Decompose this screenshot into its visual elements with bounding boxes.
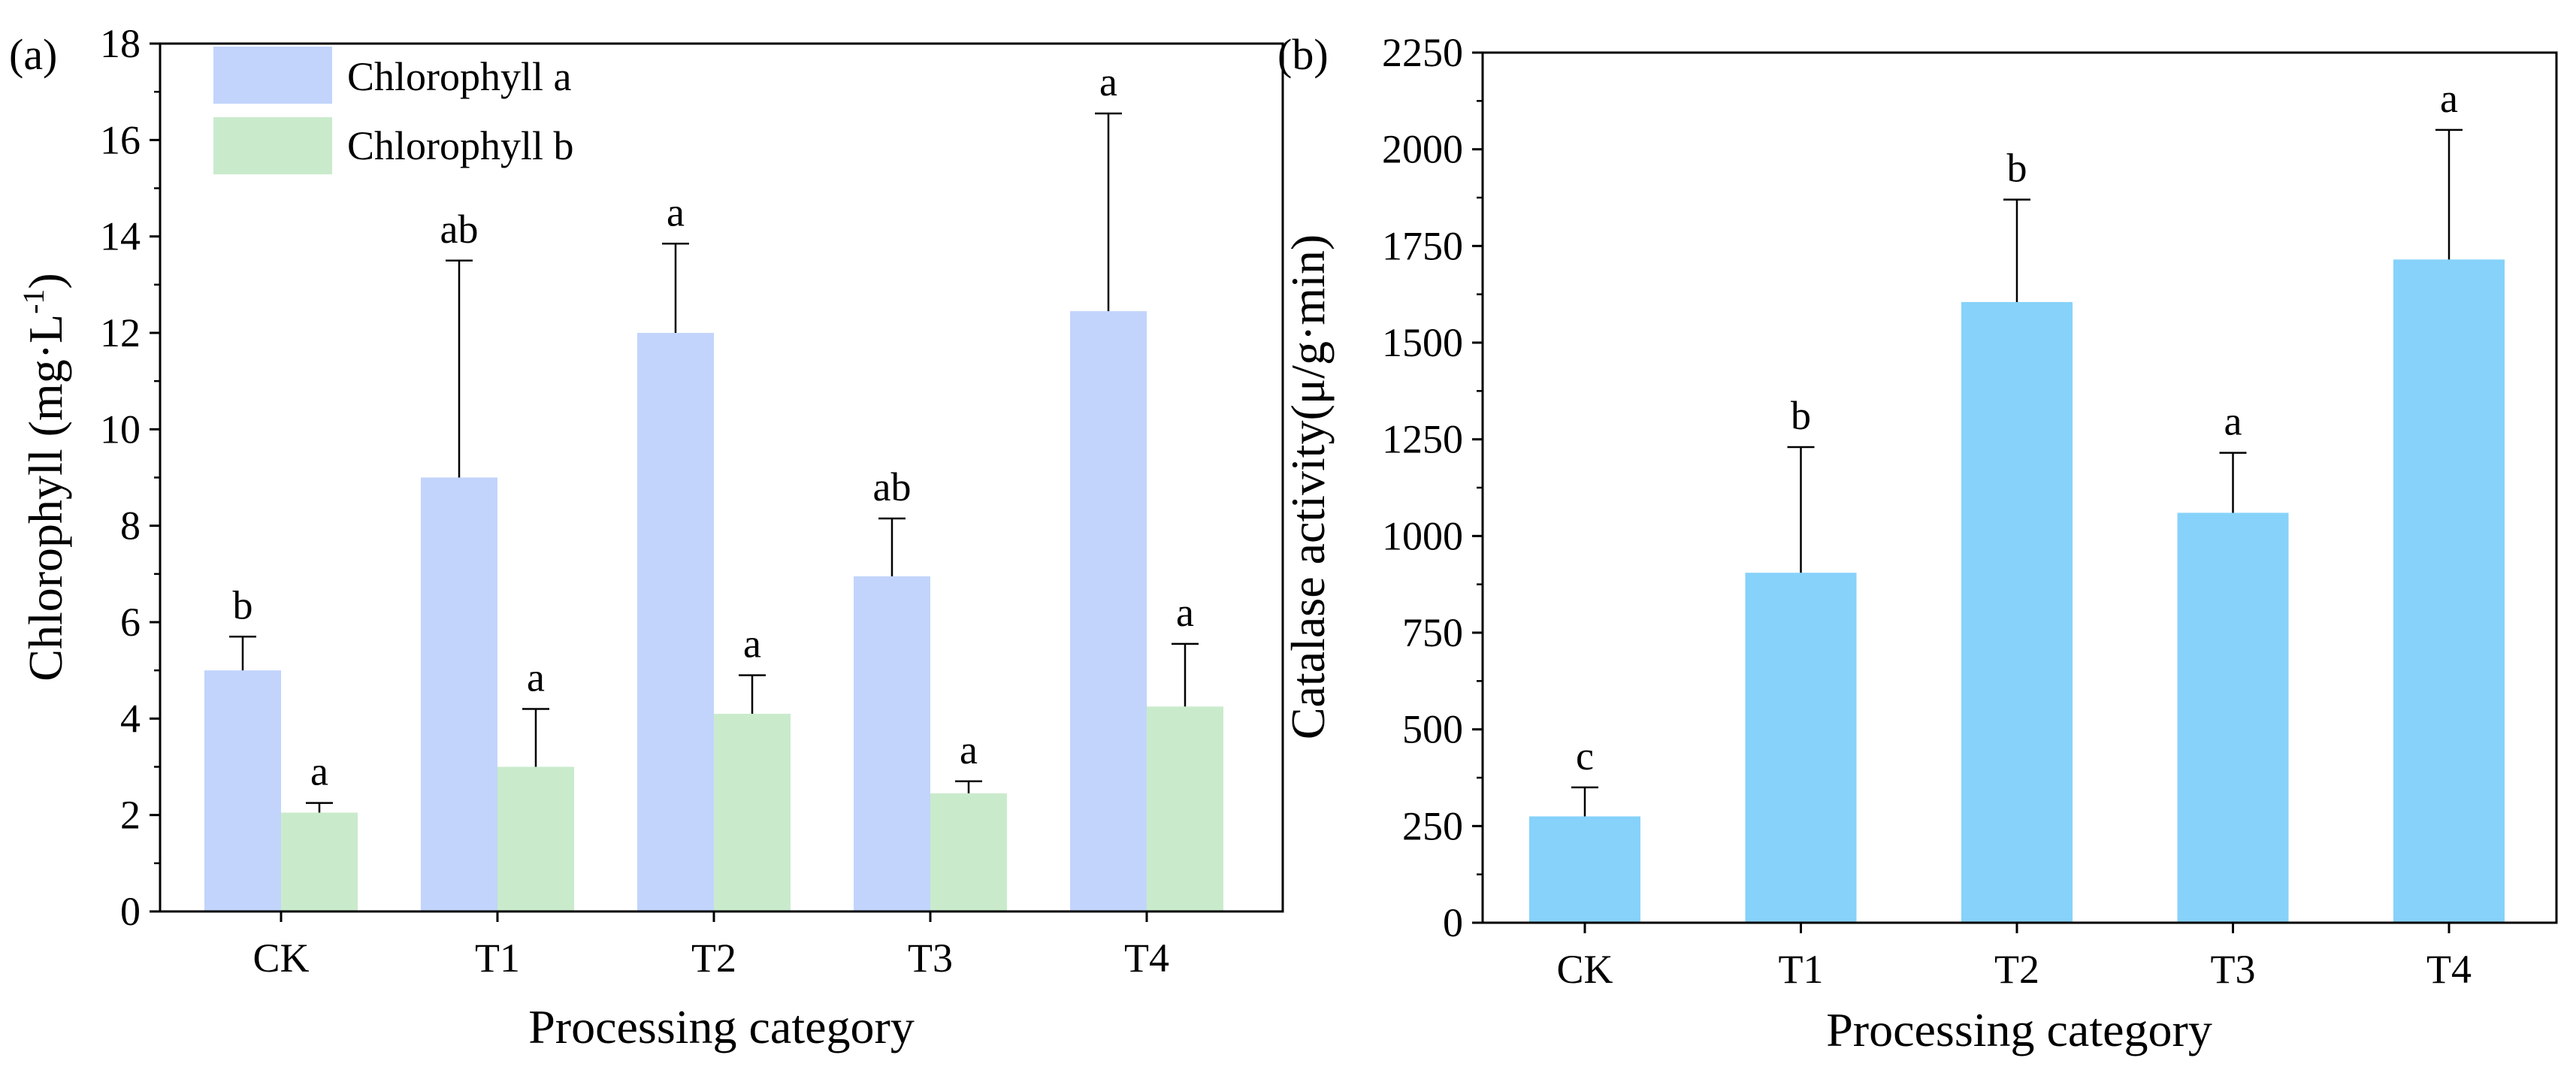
panel-a-legend: Chlorophyll a Chlorophyll b xyxy=(213,47,574,174)
a-x-tick-label-t1: T1 xyxy=(475,935,520,981)
b-x-tick-label-t3: T3 xyxy=(2211,947,2256,992)
panel-b-label: (b) xyxy=(1277,30,1329,79)
a-y-tick-label-6: 6 xyxy=(120,600,141,645)
a-significance-chlorophyll-a-t3: ab xyxy=(873,464,912,509)
a-bar-chlorophyll-a-t4 xyxy=(1070,311,1147,911)
b-x-tick-label-t2: T2 xyxy=(1994,947,2039,992)
b-x-tick-label-t1: T1 xyxy=(1779,947,1824,992)
a-significance-chlorophyll-b-t1: a xyxy=(527,655,545,700)
panel-a-y-title-superscript: -1 xyxy=(17,289,50,314)
a-y-tick-label-12: 12 xyxy=(100,310,141,355)
a-significance-chlorophyll-b-t2: a xyxy=(743,621,761,666)
panel-a-bars xyxy=(204,311,1223,911)
b-significance-catalase-activity-t2: b xyxy=(2007,146,2027,191)
b-bar-catalase-activity-ck xyxy=(1529,816,1640,923)
a-x-tick-label-t2: T2 xyxy=(691,935,736,981)
b-bar-catalase-activity-t4 xyxy=(2393,259,2505,923)
a-y-tick-label-16: 16 xyxy=(100,117,141,162)
legend-swatch-chlorophyll-b xyxy=(213,117,332,174)
a-bar-chlorophyll-b-ck xyxy=(281,812,358,911)
legend-label-chlorophyll-a: Chlorophyll a xyxy=(347,54,572,99)
a-y-tick-label-10: 10 xyxy=(100,407,141,452)
a-significance-chlorophyll-b-ck: a xyxy=(310,749,328,794)
a-bar-chlorophyll-b-t1 xyxy=(497,766,574,911)
b-y-tick-label-2000: 2000 xyxy=(1382,127,1463,172)
a-significance-chlorophyll-a-t2: a xyxy=(667,189,685,234)
panel-a-x-axis-title: Processing category xyxy=(528,1000,915,1053)
panel-a-y-title-close: ) xyxy=(19,273,72,289)
panel-a: (a) b a ab a a a ab a a a 0 2 4 6 8 10 12 14 16 18 CK T1 T2 T… xyxy=(9,21,1284,1053)
b-y-tick-label-1750: 1750 xyxy=(1382,223,1463,268)
a-bar-chlorophyll-a-t2 xyxy=(637,333,714,911)
panel-a-y-ticks: 0 2 4 6 8 10 12 14 16 18 xyxy=(100,21,160,934)
a-bar-chlorophyll-a-t1 xyxy=(421,477,497,911)
a-significance-chlorophyll-a-t4: a xyxy=(1099,59,1117,104)
panel-a-y-axis-title: Chlorophyll (mg·L-1) xyxy=(17,273,72,681)
b-y-tick-label-1500: 1500 xyxy=(1382,320,1463,365)
panel-b-y-axis-title: Catalase activity(μ/g·min) xyxy=(1281,234,1335,739)
a-y-tick-label-4: 4 xyxy=(120,696,141,741)
a-bar-chlorophyll-a-t3 xyxy=(854,576,930,911)
a-bar-chlorophyll-b-t3 xyxy=(930,793,1007,911)
a-x-tick-label-t4: T4 xyxy=(1124,935,1169,981)
b-x-tick-label-ck: CK xyxy=(1556,947,1613,992)
a-bar-chlorophyll-b-t2 xyxy=(714,713,791,911)
a-y-tick-label-14: 14 xyxy=(100,214,141,259)
a-y-tick-label-8: 8 xyxy=(120,503,141,549)
a-significance-chlorophyll-b-t4: a xyxy=(1176,590,1194,635)
b-significance-catalase-activity-t1: b xyxy=(1791,393,1811,438)
panel-b-error-bars xyxy=(1571,128,2463,817)
b-y-tick-label-500: 500 xyxy=(1402,707,1463,752)
b-y-tick-label-1250: 1250 xyxy=(1382,417,1463,462)
b-bar-catalase-activity-t1 xyxy=(1745,573,1857,923)
a-y-tick-label-2: 2 xyxy=(120,793,141,838)
panel-a-label: (a) xyxy=(9,30,57,79)
b-bar-catalase-activity-t2 xyxy=(1961,301,2073,923)
b-bar-catalase-activity-t3 xyxy=(2177,512,2289,923)
a-significance-chlorophyll-b-t3: a xyxy=(960,727,978,772)
panel-b-bars xyxy=(1529,259,2505,923)
b-significance-catalase-activity-ck: c xyxy=(1576,733,1594,778)
a-bar-chlorophyll-b-t4 xyxy=(1147,706,1223,911)
a-x-tick-label-ck: CK xyxy=(252,935,309,981)
a-y-tick-label-0: 0 xyxy=(120,889,141,934)
panel-a-significance-labels: b a ab a a a ab a a a xyxy=(233,59,1195,794)
panel-a-x-ticks: CK T1 T2 T3 T4 xyxy=(252,911,1169,981)
legend-swatch-chlorophyll-a xyxy=(213,47,332,104)
panel-a-error-bars xyxy=(229,112,1199,813)
a-bar-chlorophyll-a-ck xyxy=(204,670,281,911)
b-y-tick-label-250: 250 xyxy=(1402,803,1463,848)
panel-b-y-ticks: 0 250 500 750 1000 1250 1500 1750 2000 2250 xyxy=(1382,30,1483,945)
a-y-tick-label-18: 18 xyxy=(100,21,141,66)
b-significance-catalase-activity-t4: a xyxy=(2440,76,2458,121)
panel-b: (b) c b b a a 0 250 500 750 1000 1250 1500 1750 2000… xyxy=(1277,30,2558,1056)
b-significance-catalase-activity-t3: a xyxy=(2224,399,2242,444)
a-x-tick-label-t3: T3 xyxy=(908,935,953,981)
panel-b-significance-labels: c b b a a xyxy=(1576,76,2458,778)
legend-label-chlorophyll-b: Chlorophyll b xyxy=(347,123,574,168)
panel-a-y-title-main: Chlorophyll (mg·L xyxy=(19,314,72,682)
a-significance-chlorophyll-a-ck: b xyxy=(233,582,253,627)
b-y-tick-label-750: 750 xyxy=(1402,610,1463,655)
b-y-tick-label-2250: 2250 xyxy=(1382,30,1463,75)
panel-b-x-axis-title: Processing category xyxy=(1826,1003,2212,1056)
panel-b-x-ticks: CK T1 T2 T3 T4 xyxy=(1556,923,2472,992)
a-significance-chlorophyll-a-t1: ab xyxy=(440,207,479,252)
b-y-tick-label-0: 0 xyxy=(1443,900,1463,945)
b-y-tick-label-1000: 1000 xyxy=(1382,513,1463,558)
b-x-tick-label-t4: T4 xyxy=(2426,947,2472,992)
